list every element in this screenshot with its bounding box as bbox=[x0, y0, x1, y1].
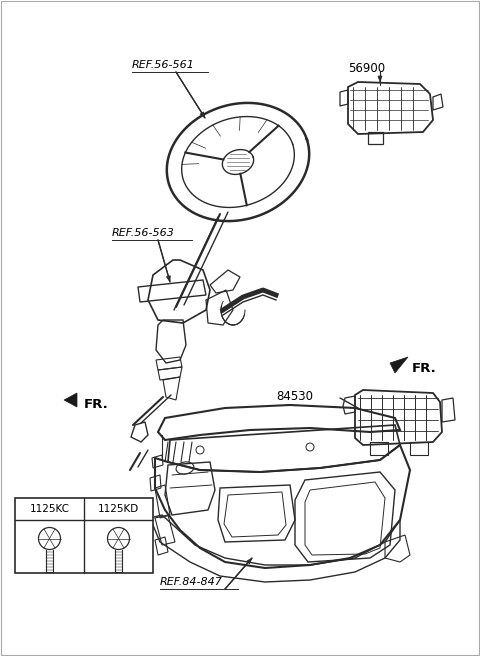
Polygon shape bbox=[247, 558, 252, 564]
Text: REF.56-563: REF.56-563 bbox=[112, 228, 175, 238]
Text: REF.56-561: REF.56-561 bbox=[132, 60, 195, 70]
Polygon shape bbox=[64, 393, 77, 407]
Text: FR.: FR. bbox=[84, 398, 109, 411]
Polygon shape bbox=[167, 276, 170, 282]
Text: 84530: 84530 bbox=[276, 390, 313, 403]
Text: 1125KD: 1125KD bbox=[98, 504, 139, 514]
Bar bbox=[15, 498, 153, 573]
Text: FR.: FR. bbox=[412, 361, 437, 375]
Polygon shape bbox=[390, 357, 408, 373]
Polygon shape bbox=[378, 76, 382, 82]
Text: REF.84-847: REF.84-847 bbox=[160, 577, 223, 587]
Text: 1125KC: 1125KC bbox=[29, 504, 70, 514]
Polygon shape bbox=[200, 112, 205, 118]
Text: 56900: 56900 bbox=[348, 62, 385, 75]
